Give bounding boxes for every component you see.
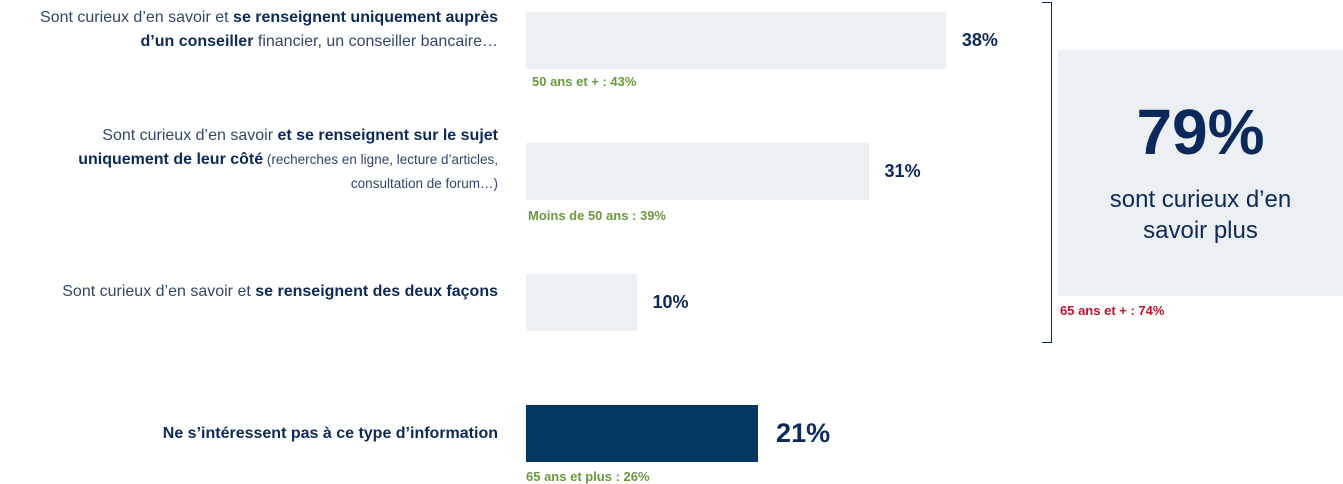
category-segment: se renseignent des deux façons xyxy=(255,283,498,300)
category-segment: Sont curieux d’en savoir et xyxy=(62,283,256,300)
bar xyxy=(526,405,759,462)
value-label: 21% xyxy=(776,418,831,448)
summary-note: 65 ans et + : 74% xyxy=(1060,303,1165,318)
category-segment: Sont curieux d’en savoir xyxy=(102,127,278,144)
bar-note: 65 ans et plus : 26% xyxy=(526,469,650,484)
category-segment: Sont curieux d’en savoir et xyxy=(40,9,234,26)
value-label: 38% xyxy=(961,30,998,50)
bar xyxy=(526,274,637,331)
summary-value: 79% xyxy=(1136,96,1265,168)
category-segment: se renseignent uniquement auprès d’un co… xyxy=(140,9,499,50)
category-label: Sont curieux d’en savoir et se renseigne… xyxy=(8,124,498,196)
value-label: 31% xyxy=(884,161,921,181)
bar-note: Moins de 50 ans : 39% xyxy=(528,208,666,223)
summary-text: sont curieux d’en savoir plus xyxy=(1109,186,1292,244)
category-label: Sont curieux d’en savoir et se renseigne… xyxy=(8,280,498,304)
category-label: Sont curieux d’en savoir et se renseigne… xyxy=(8,6,498,54)
category-segment: et se renseignent sur le sujet uniquemen… xyxy=(78,127,498,168)
summary-box: 79% sont curieux d’en savoir plus xyxy=(1058,50,1343,296)
value-label: 10% xyxy=(652,292,689,312)
category-segment: Ne s’intéressent pas à ce type d’informa… xyxy=(162,425,498,442)
bar xyxy=(526,143,869,200)
category-segment: (recherches en ligne, lecture d’articles… xyxy=(263,152,498,191)
bar xyxy=(526,12,946,69)
bar-note: 50 ans et + : 43% xyxy=(532,74,637,89)
category-label: Ne s’intéressent pas à ce type d’informa… xyxy=(8,422,498,446)
bracket xyxy=(1042,2,1052,343)
category-segment: financier, un conseiller bancaire… xyxy=(253,33,498,50)
